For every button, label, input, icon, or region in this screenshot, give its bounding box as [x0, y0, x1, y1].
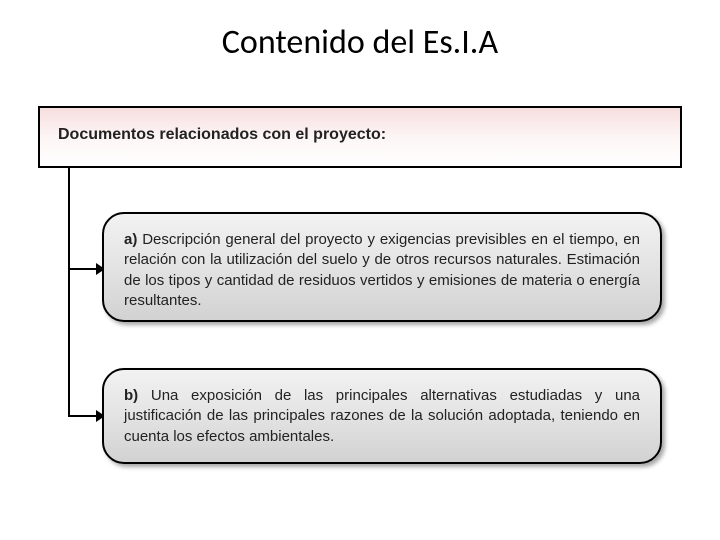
- header-text: Documentos relacionados con el proyecto:: [58, 126, 386, 143]
- item-label-b: b): [124, 387, 138, 404]
- item-box-b: b) Una exposición de las principales alt…: [102, 368, 662, 464]
- slide: Contenido del Es.I.A Documentos relacion…: [0, 0, 720, 540]
- header-box: Documentos relacionados con el proyecto:: [38, 106, 682, 168]
- connector-horizontal-b: [68, 415, 96, 417]
- connector-horizontal-a: [68, 268, 96, 270]
- item-text-b: Una exposición de las principales altern…: [124, 387, 640, 445]
- item-box-a: a) Descripción general del proyecto y ex…: [102, 212, 662, 322]
- page-title: Contenido del Es.I.A: [0, 22, 720, 63]
- item-label-a: a): [124, 231, 137, 248]
- connector-vertical: [68, 168, 70, 415]
- item-text-a: Descripción general del proyecto y exige…: [124, 231, 640, 309]
